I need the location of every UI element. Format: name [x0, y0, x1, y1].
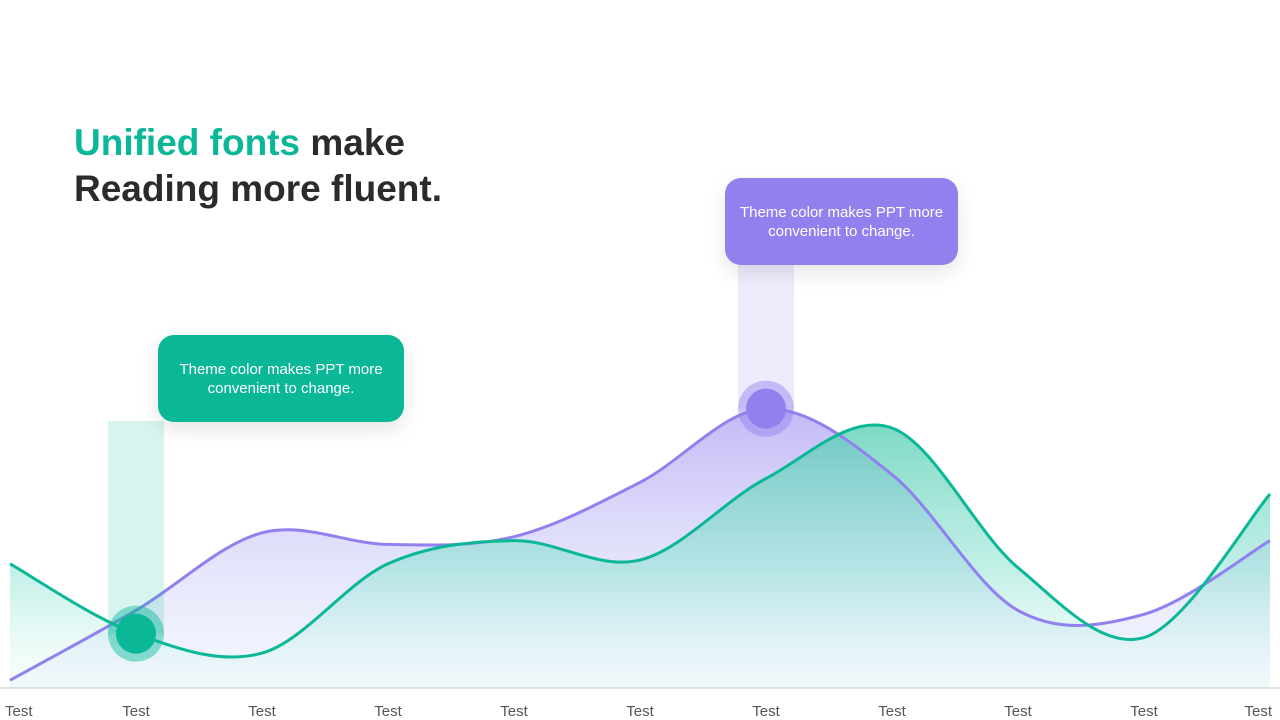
title-accent: Unified fonts [74, 122, 301, 163]
callout-stems [108, 264, 794, 634]
x-tick-label: Test [752, 703, 780, 720]
callout-stem-1 [738, 264, 794, 409]
x-tick-label: Test [5, 703, 33, 720]
x-tick-label: Test [1244, 703, 1272, 720]
callout-purple-text: Theme color makes PPT more convenient to… [739, 203, 944, 240]
callout-stem-0 [108, 421, 164, 634]
series-areas [10, 408, 1270, 688]
series-1-line [9, 407, 1271, 682]
highlight-point-0[interactable] [116, 613, 156, 654]
highlight-point-1[interactable] [746, 388, 786, 429]
callout-purple: Theme color makes PPT more convenient to… [725, 178, 958, 265]
series-lines [9, 407, 1272, 682]
title-rest: make [300, 122, 406, 163]
x-tick-label: Test [122, 703, 150, 720]
x-tick-label: Test [1004, 703, 1032, 720]
title-line2: Reading more fluent. [74, 168, 442, 209]
x-tick-label: Test [374, 703, 402, 720]
x-axis-ticks: Test Test Test Test Test Test Test Test Test Test… [5, 703, 1273, 720]
x-tick-label: Test [626, 703, 654, 720]
x-tick-label: Test [248, 703, 276, 720]
callout-green-text: Theme color makes PPT more convenient to… [179, 360, 383, 397]
page-title: Unified fonts make Reading more fluent. [74, 120, 442, 212]
highlight-markers [108, 380, 794, 662]
callout-green: Theme color makes PPT more convenient to… [158, 335, 404, 422]
x-tick-label: Test [878, 703, 906, 720]
series-0-line [9, 423, 1272, 659]
x-tick-label: Test [500, 703, 528, 720]
x-tick-label: Test [1130, 703, 1158, 720]
